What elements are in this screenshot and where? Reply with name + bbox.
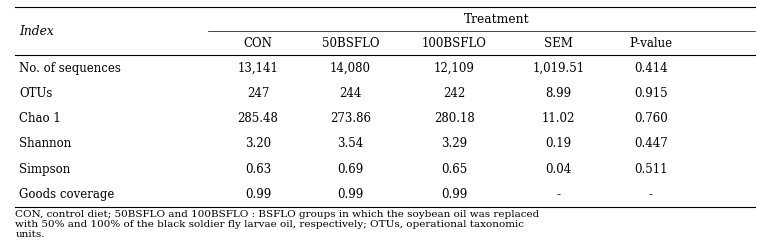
Text: 0.63: 0.63 — [245, 163, 271, 176]
Text: No. of sequences: No. of sequences — [19, 62, 121, 75]
Text: 247: 247 — [246, 87, 270, 100]
Text: OTUs: OTUs — [19, 87, 52, 100]
Text: 273.86: 273.86 — [330, 112, 371, 125]
Text: 3.20: 3.20 — [245, 138, 271, 150]
Text: -: - — [556, 188, 561, 201]
Text: 0.65: 0.65 — [441, 163, 467, 176]
Text: 3.54: 3.54 — [337, 138, 363, 150]
Text: 13,141: 13,141 — [237, 62, 279, 75]
Text: P-value: P-value — [629, 37, 672, 50]
Text: 0.04: 0.04 — [545, 163, 571, 176]
Text: 0.414: 0.414 — [634, 62, 668, 75]
Text: CON: CON — [243, 37, 273, 50]
Text: Shannon: Shannon — [19, 138, 72, 150]
Text: 100BSFLO: 100BSFLO — [422, 37, 487, 50]
Text: 0.915: 0.915 — [634, 87, 668, 100]
Text: 0.19: 0.19 — [545, 138, 571, 150]
Text: 3.29: 3.29 — [441, 138, 467, 150]
Text: 244: 244 — [339, 87, 362, 100]
Text: 0.99: 0.99 — [245, 188, 271, 201]
Text: Chao 1: Chao 1 — [19, 112, 61, 125]
Text: 0.511: 0.511 — [634, 163, 668, 176]
Text: 1,019.51: 1,019.51 — [532, 62, 584, 75]
Text: 14,080: 14,080 — [330, 62, 371, 75]
Text: CON, control diet; 50BSFLO and 100BSFLO : BSFLO groups in which the soybean oil : CON, control diet; 50BSFLO and 100BSFLO … — [15, 210, 540, 239]
Text: 0.447: 0.447 — [634, 138, 668, 150]
Text: Simpson: Simpson — [19, 163, 71, 176]
Text: Index: Index — [19, 25, 54, 38]
Text: Treatment: Treatment — [464, 13, 530, 26]
Text: 0.99: 0.99 — [337, 188, 363, 201]
Text: 0.760: 0.760 — [634, 112, 668, 125]
Text: 0.99: 0.99 — [441, 188, 467, 201]
Text: 0.69: 0.69 — [337, 163, 363, 176]
Text: 12,109: 12,109 — [434, 62, 475, 75]
Text: 8.99: 8.99 — [545, 87, 571, 100]
Text: 11.02: 11.02 — [541, 112, 575, 125]
Text: SEM: SEM — [544, 37, 573, 50]
Text: 285.48: 285.48 — [237, 112, 279, 125]
Text: 280.18: 280.18 — [434, 112, 474, 125]
Text: 242: 242 — [444, 87, 465, 100]
Text: 50BSFLO: 50BSFLO — [322, 37, 379, 50]
Text: -: - — [648, 188, 653, 201]
Text: Goods coverage: Goods coverage — [19, 188, 115, 201]
